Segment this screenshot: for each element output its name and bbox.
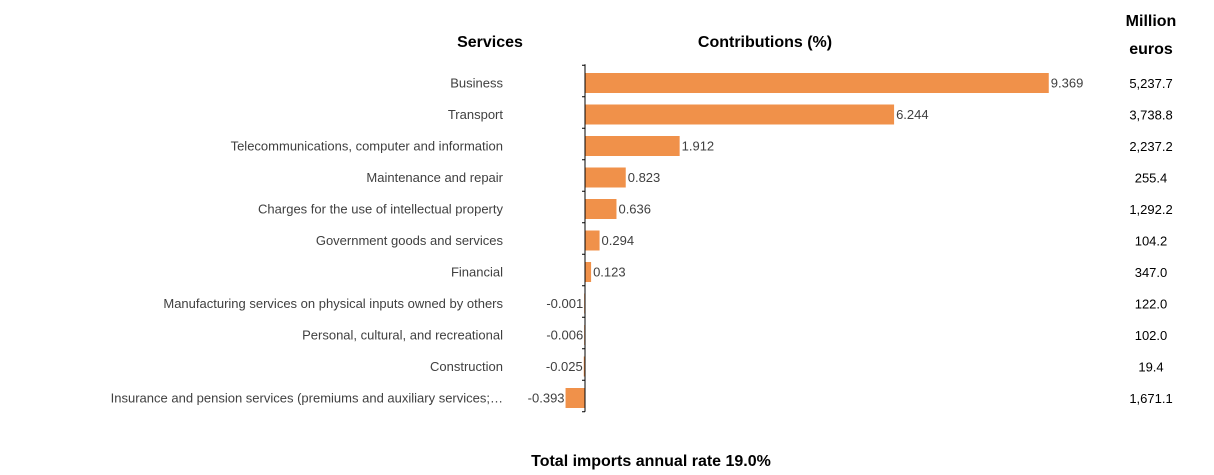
million-euros-7: 122.0	[1135, 297, 1168, 312]
million-euros-0: 5,237.7	[1129, 76, 1172, 91]
value-label-2: 1.912	[682, 139, 715, 154]
category-label-9: Construction	[430, 359, 503, 374]
value-label-5: 0.294	[602, 233, 635, 248]
bar-0	[585, 73, 1049, 93]
bar-1	[585, 104, 895, 125]
bars-layer	[565, 73, 1049, 408]
footer-total-imports: Total imports annual rate 19.0%	[531, 453, 771, 470]
bar-3	[585, 167, 626, 188]
bar-2	[585, 136, 680, 156]
header-euros: euros	[1129, 41, 1173, 58]
value-label-6: 0.123	[593, 265, 626, 280]
million-euros-3: 255.4	[1135, 171, 1168, 186]
value-label-4: 0.636	[618, 202, 651, 217]
category-label-1: Transport	[448, 107, 504, 122]
category-label-6: Financial	[451, 265, 503, 280]
value-label-3: 0.823	[628, 170, 661, 185]
category-label-10: Insurance and pension services (premiums…	[111, 391, 503, 406]
million-euros-4: 1,292.2	[1129, 202, 1172, 217]
header-contributions: Contributions (%)	[698, 34, 832, 51]
bar-6	[585, 262, 592, 282]
bar-9	[583, 356, 585, 377]
labels-layer: Business 9.369 5,237.7 Transport 6.244 3,738.…	[111, 76, 1173, 407]
bar-10	[565, 388, 585, 408]
million-euros-9: 19.4	[1138, 360, 1163, 375]
value-label-8: -0.006	[546, 328, 583, 343]
value-label-1: 6.244	[896, 107, 929, 122]
header-services: Services	[457, 34, 523, 51]
bar-4	[585, 199, 617, 219]
value-label-10: -0.393	[528, 391, 565, 406]
header-million: Million	[1126, 13, 1177, 30]
category-label-7: Manufacturing services on physical input…	[163, 296, 503, 311]
axis-layer	[582, 64, 586, 413]
category-label-0: Business	[450, 76, 503, 91]
million-euros-1: 3,738.8	[1129, 108, 1172, 123]
million-euros-2: 2,237.2	[1129, 139, 1172, 154]
category-label-8: Personal, cultural, and recreational	[302, 328, 503, 343]
value-label-7: -0.001	[546, 296, 583, 311]
category-label-3: Maintenance and repair	[366, 170, 503, 185]
million-euros-8: 102.0	[1135, 328, 1168, 343]
million-euros-6: 347.0	[1135, 265, 1168, 280]
category-label-2: Telecommunications, computer and informa…	[231, 139, 503, 154]
bar-5	[585, 230, 600, 251]
million-euros-10: 1,671.1	[1129, 391, 1172, 406]
category-label-4: Charges for the use of intellectual prop…	[258, 202, 503, 217]
category-label-5: Government goods and services	[316, 233, 504, 248]
value-label-0: 9.369	[1051, 76, 1084, 91]
million-euros-5: 104.2	[1135, 234, 1168, 249]
value-label-9: -0.025	[546, 359, 583, 374]
